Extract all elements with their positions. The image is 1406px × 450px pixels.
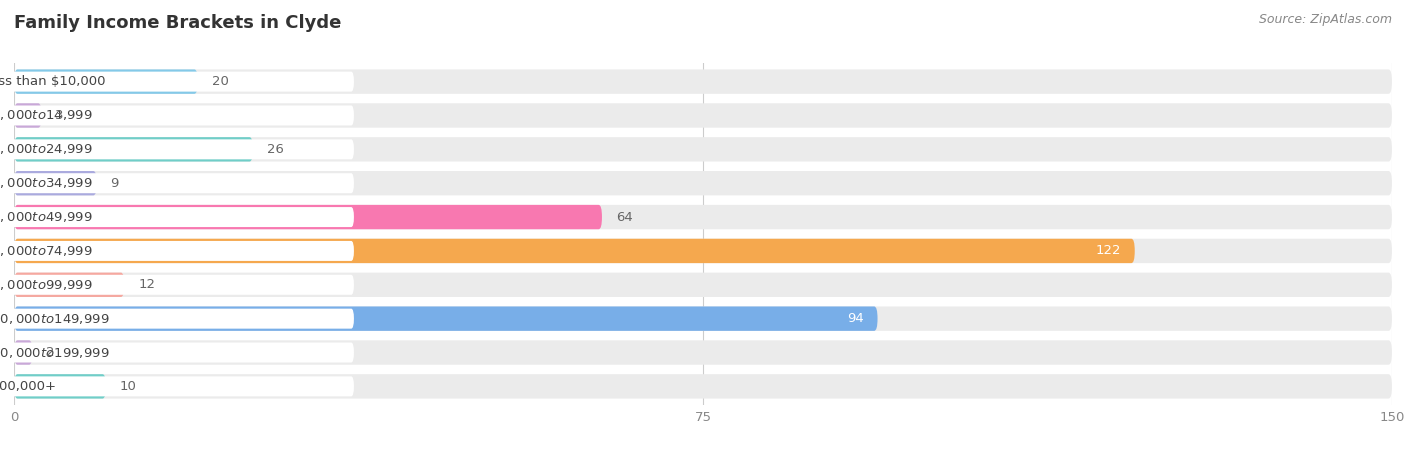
Text: 10: 10 [120,380,136,393]
Text: 122: 122 [1095,244,1121,257]
Text: 64: 64 [616,211,633,224]
FancyBboxPatch shape [14,374,1392,399]
FancyBboxPatch shape [14,239,1135,263]
FancyBboxPatch shape [14,239,1392,263]
FancyBboxPatch shape [0,376,354,396]
Text: 12: 12 [138,278,155,291]
FancyBboxPatch shape [14,340,1392,364]
Text: $50,000 to $74,999: $50,000 to $74,999 [0,244,93,258]
Text: 20: 20 [211,75,228,88]
FancyBboxPatch shape [14,273,1392,297]
Text: $100,000 to $149,999: $100,000 to $149,999 [0,312,110,326]
Text: 94: 94 [846,312,863,325]
FancyBboxPatch shape [14,69,198,94]
FancyBboxPatch shape [14,205,1392,229]
FancyBboxPatch shape [14,205,602,229]
Text: $150,000 to $199,999: $150,000 to $199,999 [0,346,110,360]
FancyBboxPatch shape [14,171,1392,195]
FancyBboxPatch shape [14,306,1392,331]
FancyBboxPatch shape [14,104,42,128]
Text: 26: 26 [267,143,284,156]
Text: $200,000+: $200,000+ [0,380,56,393]
Text: Less than $10,000: Less than $10,000 [0,75,105,88]
FancyBboxPatch shape [14,104,1392,128]
Text: $15,000 to $24,999: $15,000 to $24,999 [0,142,93,156]
FancyBboxPatch shape [0,140,354,159]
Text: 3: 3 [55,109,63,122]
Text: Family Income Brackets in Clyde: Family Income Brackets in Clyde [14,14,342,32]
FancyBboxPatch shape [14,374,105,399]
Text: 2: 2 [46,346,55,359]
FancyBboxPatch shape [14,137,1392,162]
Text: Source: ZipAtlas.com: Source: ZipAtlas.com [1258,14,1392,27]
FancyBboxPatch shape [14,171,97,195]
FancyBboxPatch shape [0,207,354,227]
FancyBboxPatch shape [0,241,354,261]
FancyBboxPatch shape [0,342,354,363]
FancyBboxPatch shape [0,173,354,193]
FancyBboxPatch shape [0,105,354,126]
FancyBboxPatch shape [14,69,1392,94]
FancyBboxPatch shape [0,72,354,92]
FancyBboxPatch shape [14,340,32,364]
FancyBboxPatch shape [14,306,877,331]
Text: $35,000 to $49,999: $35,000 to $49,999 [0,210,93,224]
Text: 9: 9 [111,177,120,190]
FancyBboxPatch shape [0,309,354,328]
Text: $25,000 to $34,999: $25,000 to $34,999 [0,176,93,190]
FancyBboxPatch shape [14,137,253,162]
FancyBboxPatch shape [0,275,354,295]
FancyBboxPatch shape [14,273,124,297]
Text: $75,000 to $99,999: $75,000 to $99,999 [0,278,93,292]
Text: $10,000 to $14,999: $10,000 to $14,999 [0,108,93,122]
